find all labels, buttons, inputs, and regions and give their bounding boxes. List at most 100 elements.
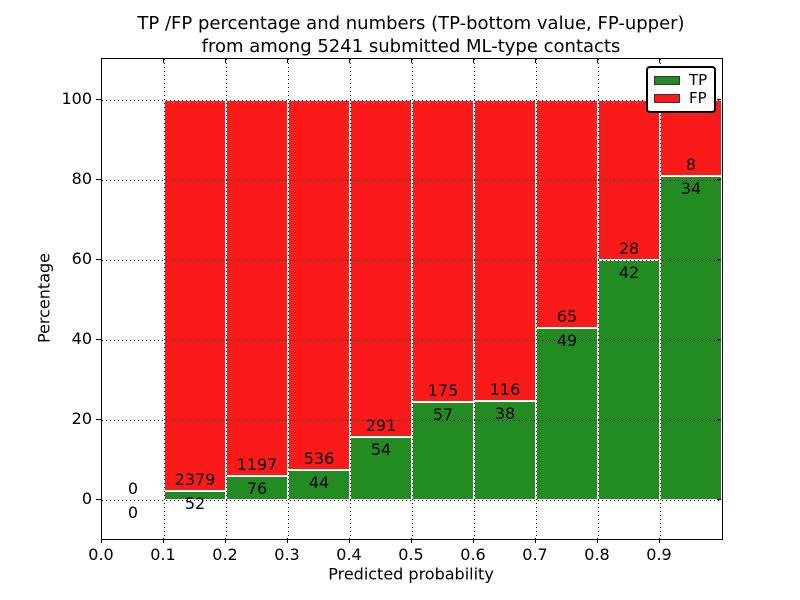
tp-count-label: 42 xyxy=(618,263,640,282)
fp-count-label: 536 xyxy=(303,448,335,468)
y-tick xyxy=(96,98,101,100)
x-gridline xyxy=(660,59,661,539)
bar-segment-fp xyxy=(164,100,226,492)
x-tick-top xyxy=(534,59,536,63)
tp-count-label: 38 xyxy=(494,404,516,424)
x-tick-top xyxy=(472,59,474,63)
x-tick-top xyxy=(286,59,288,63)
x-tick-top xyxy=(348,59,350,63)
tp-swatch-icon xyxy=(654,76,680,85)
y-tick-right xyxy=(717,498,721,500)
x-tick xyxy=(286,538,288,543)
x-tick xyxy=(224,538,226,543)
fp-count-label: 65 xyxy=(556,307,578,327)
y-tick-right xyxy=(717,338,721,340)
y-tick-label: 60 xyxy=(71,249,92,268)
chart-title: TP /FP percentage and numbers (TP-bottom… xyxy=(101,12,721,58)
legend-label-tp: TP xyxy=(689,71,708,89)
y-tick xyxy=(96,418,101,420)
chart-title-line2: from among 5241 submitted ML-type contac… xyxy=(201,36,621,57)
fp-count-label: 28 xyxy=(618,239,640,258)
bar-segment-fp xyxy=(412,100,474,402)
x-gridline xyxy=(226,59,227,539)
fp-count-label: 2379 xyxy=(174,470,216,490)
x-tick xyxy=(472,538,474,543)
bar-segment-tp xyxy=(350,437,412,500)
fp-swatch-icon xyxy=(654,94,680,103)
x-tick xyxy=(534,538,536,543)
x-tick-top xyxy=(596,59,598,63)
fp-count-label: 8 xyxy=(685,155,697,175)
x-tick-label: 0.9 xyxy=(646,545,672,564)
fp-count-label: 116 xyxy=(489,380,521,400)
x-tick-label: 0.8 xyxy=(584,545,610,564)
bar-segment-fp xyxy=(474,100,536,402)
fp-count-label: 0 xyxy=(127,479,139,498)
tp-count-label: 57 xyxy=(432,404,454,424)
bar-segment-tp xyxy=(288,469,350,500)
y-tick-right xyxy=(717,258,721,260)
x-tick xyxy=(410,538,412,543)
x-axis-label: Predicted probability xyxy=(328,564,494,584)
x-tick-label: 0.6 xyxy=(460,545,486,564)
x-gridline xyxy=(288,59,289,539)
y-tick xyxy=(96,178,101,180)
legend-item-fp: FP xyxy=(654,91,708,106)
legend: TP FP xyxy=(646,66,716,113)
x-tick-label: 0.5 xyxy=(398,545,424,564)
tp-count-label: 49 xyxy=(556,331,578,351)
y-tick-label: 0 xyxy=(81,489,92,508)
x-tick-top xyxy=(410,59,412,63)
fp-count-label: 175 xyxy=(427,380,459,400)
x-tick xyxy=(348,538,350,543)
bar-segment-tp xyxy=(474,401,536,500)
x-tick xyxy=(658,538,660,543)
x-gridline xyxy=(536,59,537,539)
bar-segment-fp xyxy=(536,100,598,329)
x-gridline xyxy=(412,59,413,539)
tp-count-label: 76 xyxy=(246,479,268,499)
x-tick-label: 0.3 xyxy=(274,545,300,564)
y-tick xyxy=(96,338,101,340)
x-tick-label: 0.2 xyxy=(212,545,238,564)
y-tick xyxy=(96,258,101,260)
x-gridline xyxy=(474,59,475,539)
y-tick-label: 100 xyxy=(61,89,92,108)
bar-segment-fp xyxy=(226,100,288,477)
x-tick-top xyxy=(162,59,164,63)
x-gridline xyxy=(598,59,599,539)
bar-segment-tp xyxy=(598,260,660,500)
y-tick-label: 20 xyxy=(71,409,92,428)
bar-segment-tp xyxy=(412,401,474,500)
tp-count-label: 0 xyxy=(127,503,139,522)
y-tick xyxy=(96,498,101,500)
x-gridline xyxy=(350,59,351,539)
plot-area: 0 0 2379 52 1197 76 536 44 291 54 175 57 116 38 65 49 28… xyxy=(101,58,723,540)
y-tick-right xyxy=(717,98,721,100)
tp-count-label: 52 xyxy=(184,494,206,514)
y-tick-label: 40 xyxy=(71,329,92,348)
legend-label-fp: FP xyxy=(689,89,707,107)
x-tick xyxy=(162,538,164,543)
bar-segment-fp xyxy=(288,100,350,470)
y-tick-label: 80 xyxy=(71,169,92,188)
bar-segment-tp xyxy=(536,328,598,500)
x-tick xyxy=(596,538,598,543)
x-tick-label: 0.1 xyxy=(150,545,176,564)
x-tick-top xyxy=(224,59,226,63)
x-tick-label: 0.0 xyxy=(88,545,114,564)
bar-segment-tp xyxy=(660,176,722,500)
fp-count-label: 1197 xyxy=(236,455,278,475)
x-tick-label: 0.4 xyxy=(336,545,362,564)
x-gridline xyxy=(164,59,165,539)
x-tick-top xyxy=(658,59,660,63)
legend-item-tp: TP xyxy=(654,73,708,88)
tp-count-label: 34 xyxy=(680,179,702,199)
tp-count-label: 54 xyxy=(370,440,392,460)
x-tick-label: 0.7 xyxy=(522,545,548,564)
y-tick-right xyxy=(717,418,721,420)
y-tick-right xyxy=(717,178,721,180)
tp-count-label: 44 xyxy=(308,472,330,492)
chart-title-line1: TP /FP percentage and numbers (TP-bottom… xyxy=(137,13,685,34)
